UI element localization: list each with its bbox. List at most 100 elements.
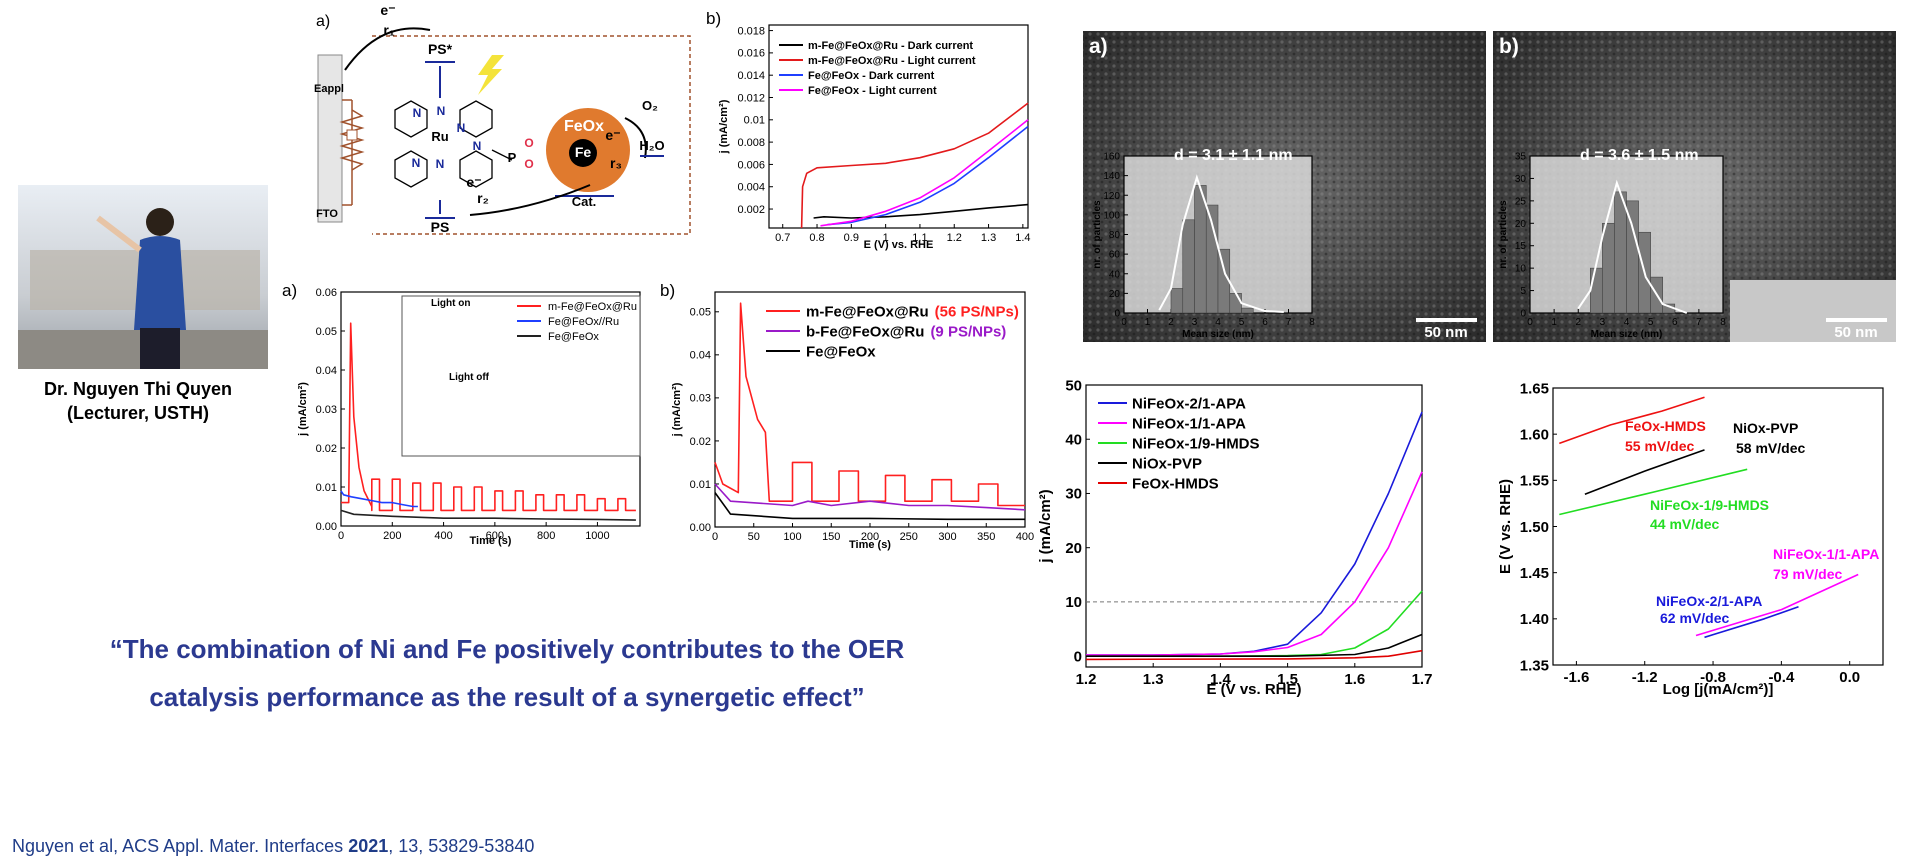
y-tick-label: 0.006 (737, 159, 765, 171)
series-annotation: NiFeOx-1/1-APA (1773, 546, 1879, 562)
series-line (1086, 633, 1423, 657)
schematic-label: N (473, 139, 482, 153)
y-axis-label: nr. of particles (1092, 200, 1103, 269)
x-tick-label: 0.7 (775, 232, 790, 244)
y-tick-label: 0.06 (316, 287, 337, 299)
quote-line: catalysis performance as the result of a… (149, 682, 864, 712)
x-tick-label: 0.0 (1839, 669, 1860, 686)
y-tick-label: 0.01 (690, 479, 711, 491)
series-line (1086, 471, 1423, 656)
x-tick-label: 1.4 (1210, 671, 1232, 688)
schematic-label: N (436, 157, 445, 171)
y-tick-label: 0.04 (316, 365, 337, 377)
schematic-label: r₁ (383, 22, 394, 38)
series-slope: 44 mV/dec (1650, 516, 1719, 532)
schematic-label: O (524, 136, 533, 150)
y-tick-label: 0.002 (737, 204, 765, 216)
y-tick-label: 30 (1065, 486, 1082, 503)
y-tick-label: 0.02 (690, 436, 711, 448)
x-tick-label: 1 (1551, 317, 1557, 328)
legend-label: FeOx-HMDS (1132, 475, 1219, 492)
schematic-label: e⁻ (466, 174, 481, 190)
y-tick-label: 0.016 (737, 48, 765, 60)
y-tick-label: 160 (1103, 152, 1120, 163)
x-tick-label: 4 (1624, 317, 1630, 328)
x-tick-label: 0 (1527, 317, 1533, 328)
y-tick-label: 0 (1074, 648, 1082, 665)
series-line (1085, 649, 1423, 661)
y-tick-label: 120 (1103, 191, 1120, 202)
legend-label: Fe@FeOx (806, 343, 876, 360)
citation: Nguyen et al, ACS Appl. Mater. Interface… (12, 836, 534, 856)
x-tick-label: 800 (537, 530, 555, 542)
histogram-bar (1590, 267, 1603, 314)
y-tick-label: 0.00 (690, 522, 711, 534)
x-tick-label: 8 (1309, 317, 1315, 328)
x-tick-label: 3 (1600, 317, 1606, 328)
x-tick-label: 2 (1575, 317, 1581, 328)
legend-label: Fe@FeOx//Ru (548, 316, 619, 328)
x-tick-label: 1.3 (1143, 671, 1164, 688)
y-tick-label: 0.01 (316, 482, 337, 494)
x-tick-label: -1.2 (1632, 669, 1658, 686)
x-tick-label: -1.6 (1563, 669, 1589, 686)
inset-frame (401, 295, 641, 457)
series-annotation: NiFeOx-1/9-HMDS (1650, 497, 1769, 513)
x-tick-label: 400 (1016, 531, 1034, 543)
y-axis-label: j (mA/cm²) (297, 382, 309, 437)
schematic-label: N (413, 106, 422, 120)
x-tick-label: 300 (938, 531, 956, 543)
fit-curve (1158, 174, 1284, 314)
x-tick-label: 6 (1262, 317, 1268, 328)
x-axis-label: E (V) vs. RHE (864, 239, 934, 251)
x-tick-label: 1.5 (1277, 671, 1298, 688)
x-tick-label: 250 (900, 531, 918, 543)
schematic-label: PS* (428, 41, 453, 57)
y-tick-label: 0.008 (737, 137, 765, 149)
x-tick-label: 1000 (585, 530, 609, 542)
histogram-bar (1170, 288, 1184, 314)
tem-panel-label: a) (1089, 35, 1108, 58)
x-tick-label: 1.1 (912, 232, 927, 244)
schematic-label: O₂ (642, 98, 658, 113)
legend-label: m-Fe@FeOx@Ru (56 PS/NPs) (806, 303, 1019, 320)
x-tick-label: 0.8 (809, 232, 824, 244)
schematic-label: PS (431, 219, 450, 235)
x-tick-label: 1.2 (947, 232, 962, 244)
schematic-label: N (437, 104, 446, 118)
size-annotation: d = 3.1 ± 1.1 nm (1174, 147, 1293, 164)
y-tick-label: 20 (1065, 540, 1082, 557)
series-slope: 55 mV/dec (1625, 438, 1694, 454)
x-tick-label: 5 (1648, 317, 1654, 328)
y-tick-label: 5 (1520, 286, 1526, 297)
y-tick-label: 1.40 (1520, 611, 1549, 628)
panel-label: b) (660, 281, 675, 300)
y-axis-label: j (mA/cm²) (1037, 489, 1054, 563)
series-slope: 62 mV/dec (1660, 610, 1729, 626)
y-tick-label: 0 (1114, 309, 1120, 320)
x-tick-label: 0.9 (844, 232, 859, 244)
series-line (813, 203, 1029, 219)
legend-note: (56 PS/NPs) (935, 303, 1019, 320)
schematic-label: H₂O (639, 138, 664, 153)
y-tick-label: 0.05 (316, 326, 337, 338)
size-annotation: d = 3.6 ± 1.5 nm (1580, 147, 1699, 164)
y-tick-label: 140 (1103, 171, 1120, 182)
y-tick-label: 1.65 (1520, 380, 1549, 397)
x-axis-label: Time (s) (849, 539, 891, 551)
x-tick-label: 0 (1121, 317, 1127, 328)
citation-source: Nguyen et al, ACS Appl. Mater. Interface… (12, 836, 348, 856)
legend-label: b-Fe@FeOx@Ru (9 PS/NPs) (806, 323, 1006, 340)
schematic-label: e⁻ (605, 127, 620, 143)
series-line (1704, 606, 1799, 639)
y-tick-label: 0.04 (690, 350, 711, 362)
x-tick-label: 600 (486, 530, 504, 542)
histogram-bar (1229, 293, 1242, 314)
scale-bar-label: 50 nm (1424, 324, 1467, 341)
y-tick-label: 10 (1065, 594, 1082, 611)
legend-label: NiFeOx-1/9-HMDS (1132, 435, 1260, 452)
series-line (714, 302, 1025, 507)
y-tick-label: 1.35 (1520, 657, 1549, 674)
y-tick-label: 0.012 (737, 92, 765, 104)
y-tick-label: 20 (1515, 219, 1527, 230)
